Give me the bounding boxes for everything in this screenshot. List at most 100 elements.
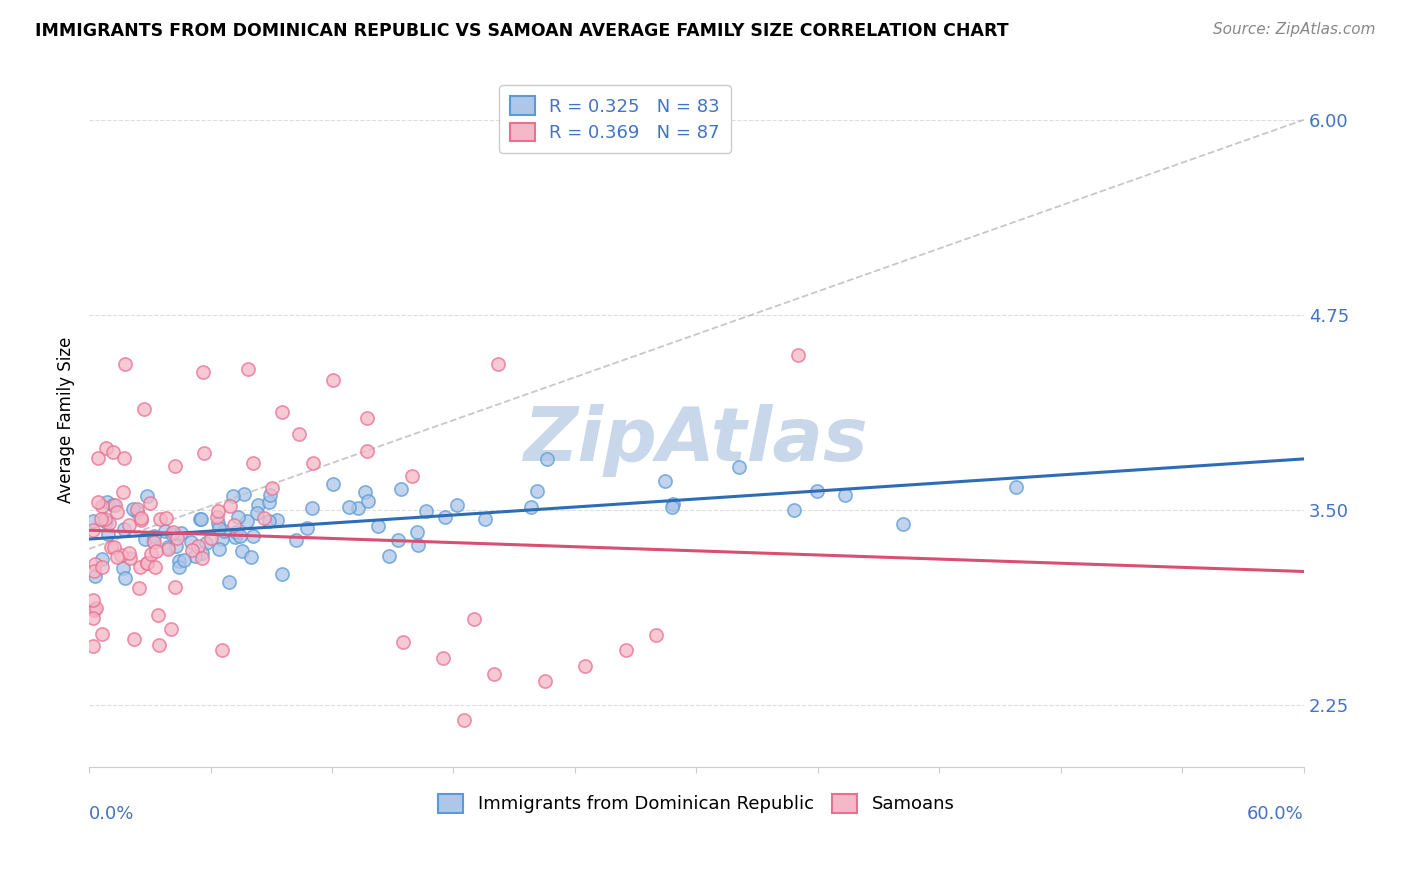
Point <box>129 511 152 525</box>
Point <box>181 543 204 558</box>
Point <box>114 571 136 585</box>
Point <box>207 503 229 517</box>
Point <box>167 559 190 574</box>
Point <box>356 411 378 425</box>
Point <box>187 539 209 553</box>
Point <box>246 506 269 520</box>
Point <box>482 666 505 681</box>
Point <box>295 521 318 535</box>
Y-axis label: Average Family Size: Average Family Size <box>58 337 75 503</box>
Point <box>211 532 233 546</box>
Point <box>212 524 235 538</box>
Point <box>94 441 117 455</box>
Point <box>463 612 485 626</box>
Point <box>104 499 127 513</box>
Text: 60.0%: 60.0% <box>1247 805 1303 823</box>
Point <box>453 714 475 728</box>
Point <box>194 536 217 550</box>
Point <box>891 517 914 532</box>
Point <box>97 526 120 541</box>
Point <box>112 561 135 575</box>
Point <box>301 456 323 470</box>
Point <box>103 540 125 554</box>
Point <box>153 524 176 538</box>
Point <box>271 566 294 581</box>
Point <box>191 365 214 379</box>
Point <box>148 638 170 652</box>
Point <box>536 451 558 466</box>
Point <box>103 445 125 459</box>
Point <box>806 483 828 498</box>
Point <box>337 500 360 514</box>
Point <box>169 525 191 540</box>
Point <box>117 546 139 560</box>
Point <box>235 514 257 528</box>
Point <box>165 458 187 473</box>
Point <box>257 495 280 509</box>
Point <box>242 456 264 470</box>
Point <box>84 557 107 571</box>
Point <box>128 582 150 596</box>
Point <box>207 510 229 524</box>
Point <box>257 514 280 528</box>
Point <box>184 549 207 564</box>
Point <box>378 549 401 563</box>
Point <box>134 532 156 546</box>
Point <box>165 539 187 553</box>
Point <box>167 554 190 568</box>
Point <box>207 516 229 531</box>
Point <box>91 499 114 513</box>
Point <box>180 534 202 549</box>
Point <box>239 549 262 564</box>
Point <box>1005 480 1028 494</box>
Text: Source: ZipAtlas.com: Source: ZipAtlas.com <box>1212 22 1375 37</box>
Point <box>135 557 157 571</box>
Point <box>211 643 233 657</box>
Point <box>354 485 377 500</box>
Point <box>574 658 596 673</box>
Point <box>406 538 429 552</box>
Point <box>200 531 222 545</box>
Point <box>533 674 555 689</box>
Point <box>225 525 247 540</box>
Point <box>96 495 118 509</box>
Point <box>82 639 104 653</box>
Point <box>224 530 246 544</box>
Point <box>367 518 389 533</box>
Point <box>122 632 145 646</box>
Point <box>614 643 637 657</box>
Point <box>446 498 468 512</box>
Point <box>83 602 105 616</box>
Point <box>84 569 107 583</box>
Point <box>526 484 548 499</box>
Point <box>136 489 159 503</box>
Point <box>98 516 121 530</box>
Point <box>143 559 166 574</box>
Point <box>222 517 245 532</box>
Point <box>129 513 152 527</box>
Point <box>834 488 856 502</box>
Point <box>728 459 751 474</box>
Point <box>145 544 167 558</box>
Point <box>231 543 253 558</box>
Point <box>645 627 668 641</box>
Text: 0.0%: 0.0% <box>89 805 135 823</box>
Point <box>143 529 166 543</box>
Point <box>392 635 415 649</box>
Point <box>190 512 212 526</box>
Point <box>474 512 496 526</box>
Point <box>91 626 114 640</box>
Point <box>242 529 264 543</box>
Point <box>157 542 180 557</box>
Point <box>191 546 214 560</box>
Point <box>160 622 183 636</box>
Point <box>90 560 112 574</box>
Point <box>82 514 104 528</box>
Point <box>87 451 110 466</box>
Point <box>218 574 240 589</box>
Point <box>118 551 141 566</box>
Point <box>122 502 145 516</box>
Point <box>301 500 323 515</box>
Point <box>271 405 294 419</box>
Point <box>262 481 284 495</box>
